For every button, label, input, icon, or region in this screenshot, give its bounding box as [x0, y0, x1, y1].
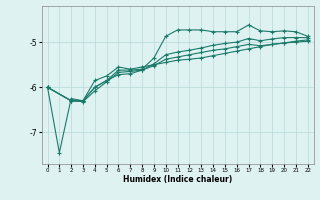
- X-axis label: Humidex (Indice chaleur): Humidex (Indice chaleur): [123, 175, 232, 184]
